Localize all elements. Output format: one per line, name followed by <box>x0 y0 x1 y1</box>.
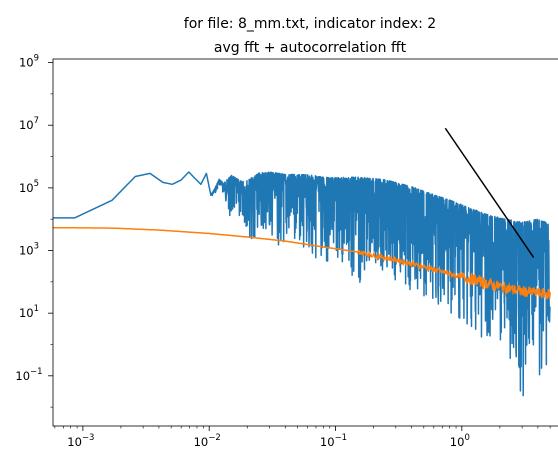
series-autocorrelation-fft-line <box>53 227 551 300</box>
reference-slope-line <box>444 127 535 258</box>
y-tick-label: 10−1 <box>15 367 42 383</box>
plot-frame <box>52 58 558 427</box>
x-axis: 10−3 10−2 10−1 100 <box>54 426 551 449</box>
x-tick-label: 100 <box>450 433 470 449</box>
y-tick-label: 107 <box>19 116 39 132</box>
y-axis: 10−1 101 103 105 107 109 <box>15 54 53 408</box>
y-tick-label: 103 <box>19 242 39 258</box>
plot-area <box>53 127 551 397</box>
y-tick-label: 101 <box>19 304 39 320</box>
chart-title-line1: for file: 8_mm.txt, indicator index: 2 <box>184 16 436 32</box>
y-tick-label: 109 <box>19 54 39 70</box>
x-tick-label: 10−1 <box>320 433 347 449</box>
x-tick-label: 10−2 <box>194 433 221 449</box>
series-avg-fft-line <box>53 171 551 397</box>
y-tick-label: 105 <box>19 179 39 195</box>
chart-title-line2: avg fft + autocorrelation fft <box>214 40 407 56</box>
x-tick-label: 10−3 <box>67 433 94 449</box>
